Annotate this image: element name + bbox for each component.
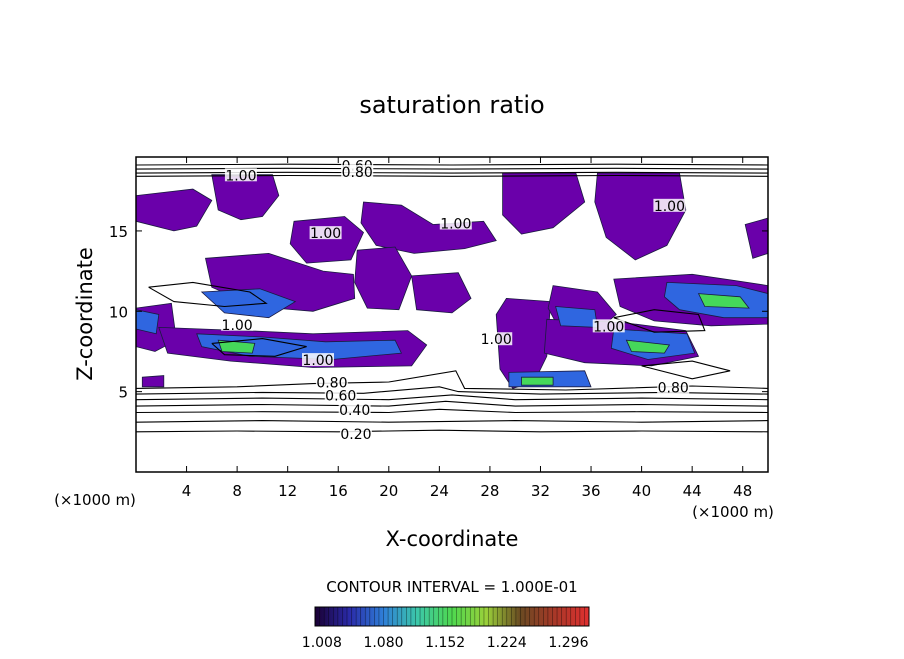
colorbar-tick-label: 1.224 — [487, 635, 527, 651]
x-tick-label: 28 — [480, 482, 499, 500]
colorbar-tick-label: 1.296 — [548, 635, 588, 651]
contour-label-bg — [224, 168, 257, 182]
contour-label-bg — [480, 332, 513, 346]
colorbar-labels: 1.008 1.080 1.152 1.224 1.296 — [302, 635, 589, 651]
plot-frame — [135, 156, 769, 473]
region-supersat-mid-18 — [200, 288, 297, 319]
contour-line-12 — [613, 309, 706, 333]
contour-label-9: 1.00 — [593, 319, 624, 335]
contour-label-bg — [324, 388, 357, 402]
contour-label-6: 1.00 — [222, 318, 253, 334]
contour-label-10: 0.80 — [316, 376, 347, 392]
colorbar-stripes — [319, 607, 585, 626]
contour-label-bg — [309, 226, 342, 240]
contour-label-bg — [341, 165, 374, 179]
contour-label-group: 0.600.801.001.001.001.001.001.001.001.00… — [221, 158, 690, 443]
colorbar-tick-label: 1.080 — [363, 635, 403, 651]
region-supersat-low-3 — [360, 201, 497, 254]
region-supersat-low-0 — [136, 188, 213, 232]
contour-label-5: 1.00 — [654, 199, 685, 215]
contour-label-bg — [315, 375, 348, 389]
contour-label-8: 1.00 — [481, 332, 512, 348]
contour-line-11 — [148, 281, 268, 308]
contour-line-0 — [136, 429, 768, 433]
y-axis-label: Z-coordinate — [73, 247, 97, 381]
x-axis-label: X-coordinate — [386, 527, 519, 551]
region-supersat-high-24 — [217, 339, 256, 354]
contour-line-6 — [136, 370, 768, 391]
x-tick-label: 48 — [733, 482, 752, 500]
chart-title: saturation ratio — [359, 91, 544, 119]
colorbar: 1.008 1.080 1.152 1.224 1.296 — [302, 606, 590, 651]
contour-label-bg — [657, 380, 690, 394]
contour-label-13: 0.20 — [340, 427, 371, 443]
x-axis-ticks: 4 8 12 16 20 24 28 32 36 40 44 48 — [182, 157, 752, 500]
x-tick-label: 36 — [581, 482, 600, 500]
region-supersat-low-5 — [594, 172, 687, 261]
x-tick-label: 8 — [232, 482, 242, 500]
contour-line-2 — [136, 408, 768, 414]
x-tick-label: 44 — [683, 482, 702, 500]
region-supersat-low-1 — [211, 174, 280, 221]
region-supersat-low-4 — [502, 172, 586, 235]
contour-line-14 — [641, 360, 731, 380]
contour-label-2: 1.00 — [225, 168, 256, 184]
x-tick-label: 16 — [329, 482, 348, 500]
region-supersat-low-2 — [289, 216, 364, 264]
contour-line-1 — [136, 420, 768, 423]
contour-label-bg — [592, 319, 625, 333]
plot-area: 0.600.801.001.001.001.001.001.001.001.00… — [135, 156, 769, 473]
contour-label-11: 0.60 — [325, 388, 356, 404]
contour-label-bg — [221, 317, 254, 331]
contour-line-7 — [136, 163, 768, 166]
region-supersat-low-16 — [141, 375, 165, 388]
x-tick-label: 12 — [278, 482, 297, 500]
region-supersat-mid-21 — [555, 306, 598, 328]
contour-label-7: 1.00 — [302, 353, 333, 369]
contour-label-bg — [302, 353, 335, 367]
region-supersat-low-12 — [744, 217, 768, 259]
y-tick-label: 5 — [118, 384, 128, 402]
supersaturation-regions — [136, 172, 768, 389]
x-unit-right: (×1000 m) — [692, 503, 774, 521]
region-supersat-high-26 — [697, 293, 750, 309]
y-tick-label: 15 — [109, 223, 128, 241]
region-supersat-high-25 — [625, 339, 671, 354]
y-axis-ticks: 5 10 15 — [109, 223, 768, 402]
contour-interval-label: CONTOUR INTERVAL = 1.000E-01 — [326, 578, 577, 596]
contour-label-4: 1.00 — [310, 226, 341, 242]
contour-line-3 — [136, 400, 768, 407]
region-supersat-low-8 — [411, 272, 472, 314]
region-supersat-high-27 — [521, 376, 554, 386]
contour-label-bg — [338, 402, 371, 416]
contour-label-1: 0.80 — [342, 165, 373, 181]
region-supersat-mid-22 — [136, 309, 160, 335]
y-tick-label: 10 — [109, 303, 128, 321]
contour-label-14: 0.80 — [658, 380, 689, 396]
x-tick-label: 4 — [182, 482, 192, 500]
contour-line-13 — [211, 338, 307, 357]
colorbar-tick-label: 1.152 — [425, 635, 465, 651]
region-supersat-low-7 — [354, 246, 413, 311]
x-tick-label: 32 — [531, 482, 550, 500]
x-tick-label: 20 — [379, 482, 398, 500]
x-unit-left: (×1000 m) — [54, 491, 136, 509]
contour-label-bg — [439, 216, 472, 230]
contour-label-bg — [339, 427, 372, 441]
x-tick-label: 24 — [430, 482, 449, 500]
contour-label-3: 1.00 — [440, 217, 471, 233]
contour-label-bg — [653, 198, 686, 212]
contour-line-4 — [136, 394, 768, 401]
contour-line-5 — [136, 386, 768, 395]
colorbar-tick-label: 1.008 — [302, 635, 342, 651]
contour-label-12: 0.40 — [339, 403, 370, 419]
x-tick-label: 40 — [632, 482, 651, 500]
